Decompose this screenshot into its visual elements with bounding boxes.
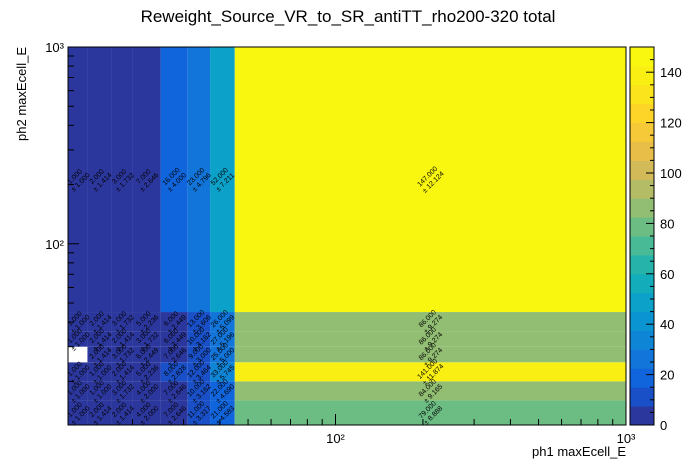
heatmap-cell [210, 331, 235, 347]
color-scale-segment [630, 311, 654, 331]
heatmap-cell [111, 331, 133, 347]
x-tick-label: 10³ [617, 431, 636, 446]
z-tick-label: 40 [660, 317, 674, 332]
heatmap-cell [160, 362, 188, 382]
heatmap-cell [87, 362, 112, 382]
heatmap-cell [111, 381, 133, 401]
heatmap-cell [234, 400, 627, 425]
heatmap-cell [132, 381, 161, 401]
heatmap-cell [68, 47, 88, 313]
color-scale-segment [630, 406, 654, 426]
heatmap-cell [210, 346, 235, 363]
heatmap-cell [187, 331, 211, 347]
heatmap-cell [210, 362, 235, 382]
color-scale-segment [630, 387, 654, 407]
y-axis-ticks: 10² 10³ [45, 40, 79, 382]
color-scale-ticks: 0 20 40 60 80 100 120 140 [646, 46, 682, 433]
color-scale-segment [630, 179, 654, 199]
heatmap-cell [87, 381, 112, 401]
heatmap-cell [68, 381, 88, 401]
heatmap-cell [132, 47, 161, 313]
heatmap-cell [187, 312, 211, 332]
color-scale-segment [630, 368, 654, 388]
z-tick-label: 60 [660, 267, 674, 282]
y-tick-label: 10² [45, 237, 64, 252]
heatmap-cell [87, 331, 112, 347]
z-tick-label: 100 [660, 166, 682, 181]
color-scale-segment [630, 84, 654, 105]
heatmap-cell [111, 312, 133, 332]
heatmap-cell [111, 47, 133, 313]
x-axis-title: ph1 maxEcell_E [532, 444, 626, 459]
color-scale-segment [630, 198, 654, 218]
heatmap-cell [234, 346, 627, 363]
heatmap-cell [160, 381, 188, 401]
color-scale-bar [629, 46, 655, 426]
heatmap-cell [187, 400, 211, 425]
x-tick-label: 10² [326, 431, 345, 446]
color-scale-segment [630, 217, 654, 237]
color-scale-segment [630, 330, 654, 350]
heatmap-cell [132, 346, 161, 363]
chart-title: Reweight_Source_VR_to_SR_antiTT_rho200-3… [141, 7, 556, 26]
color-scale-segment [630, 65, 654, 86]
heatmap-cell [187, 362, 211, 382]
heatmap-cell [68, 362, 88, 382]
heatmap-cell [132, 400, 161, 425]
y-axis-title: ph2 maxEcell_E [14, 47, 29, 141]
heatmap-cell [210, 312, 235, 332]
color-scale-segment [630, 141, 654, 161]
z-tick-label: 120 [660, 116, 682, 131]
heatmap-cells [68, 47, 627, 425]
heatmap-cell [160, 312, 188, 332]
x-axis-ticks: 10² 10³ [131, 414, 636, 446]
heatmap-cell [187, 381, 211, 401]
color-scale-segment [630, 254, 654, 275]
color-scale-segment [630, 236, 654, 256]
y-tick-label: 10³ [45, 40, 64, 55]
heatmap-cell [132, 312, 161, 332]
heatmap-cell [160, 346, 188, 363]
heatmap-cell [234, 381, 627, 401]
heatmap-cell [160, 331, 188, 347]
heatmap-cell [234, 331, 627, 347]
heatmap-cell [68, 346, 88, 363]
heatmap-cell [87, 312, 112, 332]
color-scale-segment [630, 103, 654, 124]
color-scale-segment [630, 292, 654, 313]
z-tick-label: 140 [660, 65, 682, 80]
heatmap-cell [87, 400, 112, 425]
heatmap-cell [160, 47, 188, 313]
heatmap-cell [87, 346, 112, 363]
heatmap-cell [132, 362, 161, 382]
heatmap-cell [68, 331, 88, 347]
heatmap-cell [111, 362, 133, 382]
heatmap-cell [234, 47, 627, 313]
color-scale-segment [630, 349, 654, 369]
heatmap-cell [187, 346, 211, 363]
z-tick-label: 20 [660, 368, 674, 383]
heatmap-cell [210, 47, 235, 313]
heatmap-cell [87, 47, 112, 313]
heatmap-cell [210, 381, 235, 401]
heatmap-cell [132, 331, 161, 347]
z-tick-label: 80 [660, 216, 674, 231]
z-tick-label: 0 [660, 418, 667, 433]
color-scale-segment [630, 122, 654, 142]
heatmap-cell [111, 346, 133, 363]
plot-frame [67, 46, 627, 426]
heatmap-cell [234, 312, 627, 332]
heatmap-cell [187, 47, 211, 313]
color-scale-segment [630, 47, 654, 67]
heatmap-cell [234, 362, 627, 382]
heatmap-cell [68, 400, 88, 425]
color-scale-segment [630, 273, 654, 294]
heatmap-cell [68, 312, 88, 332]
heatmap-cell [111, 400, 133, 425]
color-scale-segment [630, 160, 654, 180]
heatmap-cell [210, 400, 235, 425]
